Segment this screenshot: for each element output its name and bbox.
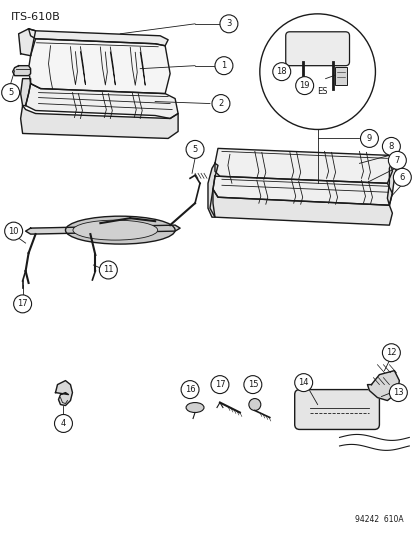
Circle shape xyxy=(2,84,19,102)
Text: 14: 14 xyxy=(298,378,308,387)
Text: 13: 13 xyxy=(392,388,403,397)
Polygon shape xyxy=(28,39,170,94)
Circle shape xyxy=(180,381,199,399)
Ellipse shape xyxy=(185,402,204,413)
Circle shape xyxy=(295,77,313,94)
Polygon shape xyxy=(214,148,392,183)
Circle shape xyxy=(392,168,411,186)
Text: 4: 4 xyxy=(61,419,66,428)
Text: 12: 12 xyxy=(385,348,396,357)
Polygon shape xyxy=(207,163,217,217)
Circle shape xyxy=(55,415,72,432)
Text: ES: ES xyxy=(317,87,327,96)
Polygon shape xyxy=(26,84,178,118)
Text: 2: 2 xyxy=(218,99,223,108)
Text: 19: 19 xyxy=(299,81,309,90)
Circle shape xyxy=(243,376,261,393)
Polygon shape xyxy=(26,225,180,234)
Circle shape xyxy=(248,399,260,410)
Text: 5: 5 xyxy=(8,88,13,97)
Polygon shape xyxy=(367,370,399,400)
Circle shape xyxy=(99,261,117,279)
Circle shape xyxy=(294,374,312,392)
Polygon shape xyxy=(55,381,72,406)
Circle shape xyxy=(382,138,399,156)
Circle shape xyxy=(382,344,399,362)
Polygon shape xyxy=(209,189,392,225)
Polygon shape xyxy=(212,176,392,205)
Circle shape xyxy=(211,376,228,393)
Polygon shape xyxy=(21,106,178,139)
Text: 8: 8 xyxy=(388,142,393,151)
FancyBboxPatch shape xyxy=(285,32,349,66)
Circle shape xyxy=(214,56,233,75)
Polygon shape xyxy=(19,29,36,56)
FancyBboxPatch shape xyxy=(294,390,378,430)
Text: 15: 15 xyxy=(247,380,257,389)
Polygon shape xyxy=(21,79,31,106)
FancyBboxPatch shape xyxy=(334,67,346,85)
Text: 11: 11 xyxy=(103,265,113,274)
Text: 10: 10 xyxy=(8,227,19,236)
Circle shape xyxy=(14,295,31,313)
Circle shape xyxy=(272,63,290,80)
Text: ITS-610B: ITS-610B xyxy=(11,12,60,22)
Circle shape xyxy=(219,15,237,33)
Ellipse shape xyxy=(65,216,175,244)
Circle shape xyxy=(5,222,23,240)
Circle shape xyxy=(360,130,377,148)
Circle shape xyxy=(389,384,406,401)
Text: 6: 6 xyxy=(399,173,404,182)
Circle shape xyxy=(259,14,375,130)
Polygon shape xyxy=(387,163,395,205)
Text: 18: 18 xyxy=(276,67,286,76)
Text: 17: 17 xyxy=(214,380,225,389)
Text: 9: 9 xyxy=(366,134,371,143)
Circle shape xyxy=(185,140,204,158)
Text: 17: 17 xyxy=(17,300,28,309)
Circle shape xyxy=(387,151,405,169)
Text: 3: 3 xyxy=(225,19,231,28)
Text: 5: 5 xyxy=(192,145,197,154)
Polygon shape xyxy=(13,66,31,76)
Text: 16: 16 xyxy=(184,385,195,394)
Circle shape xyxy=(211,94,229,112)
Polygon shape xyxy=(28,29,168,46)
Text: 94242  610A: 94242 610A xyxy=(354,515,402,524)
Text: 7: 7 xyxy=(394,156,399,165)
Text: 1: 1 xyxy=(221,61,226,70)
Ellipse shape xyxy=(73,220,157,240)
